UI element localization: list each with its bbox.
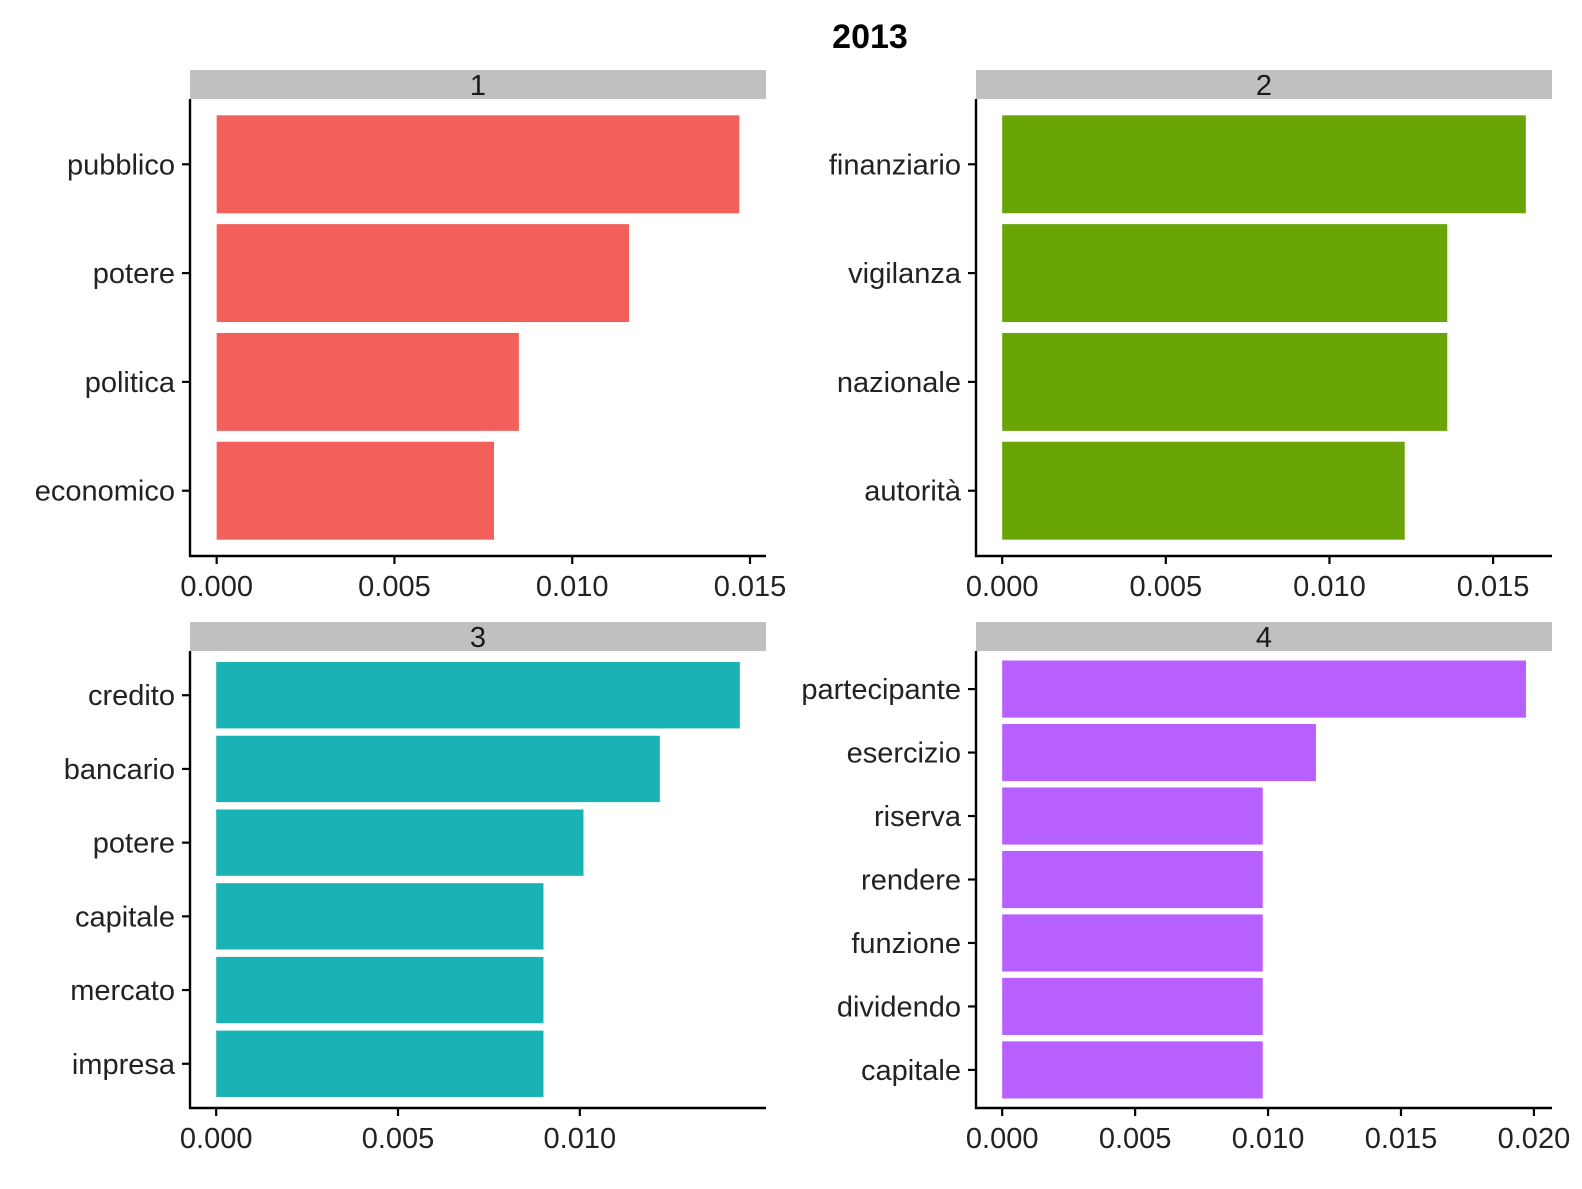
facet-panel-1: 1 pubblico potere politica economico 0.000 0.0… (35, 70, 787, 603)
x-tick-label: 0.000 (180, 1123, 253, 1155)
bar-esercizio (1002, 723, 1316, 782)
x-tick-label: 0.000 (180, 571, 253, 603)
bar-pubblico (216, 115, 740, 214)
x-tick-label: 0.010 (544, 1123, 617, 1155)
bar-potere (216, 809, 584, 876)
x-tick-label: 0.010 (1293, 571, 1366, 603)
y-tick-label: nazionale (837, 367, 961, 399)
bar-potere (216, 224, 630, 323)
chart-title: 2013 (832, 18, 908, 56)
facet-strip-label: 4 (1256, 622, 1272, 654)
y-tick-label: mercato (70, 975, 175, 1007)
x-tick-label: 0.010 (1232, 1123, 1305, 1155)
facet-strip (976, 622, 1552, 651)
bar-capitale (216, 883, 544, 950)
x-tick-label: 0.015 (1457, 571, 1530, 603)
y-tick-label: pubblico (67, 149, 175, 181)
y-tick-label: riserva (874, 801, 962, 833)
facet-strip-label: 2 (1256, 70, 1272, 102)
y-tick-label: capitale (75, 901, 175, 933)
x-tick-label: 0.000 (966, 571, 1039, 603)
y-tick-label: capitale (861, 1055, 961, 1087)
facet-strip (190, 70, 766, 99)
y-tick-label: potere (93, 258, 175, 290)
x-tick-label: 0.010 (536, 571, 609, 603)
bar-bancario (216, 735, 660, 803)
y-tick-label: impresa (72, 1049, 176, 1081)
bar-politica (216, 332, 519, 431)
bar-funzione (1002, 914, 1263, 972)
bar-capitale (1002, 1041, 1263, 1099)
y-tick-label: autorità (864, 476, 962, 508)
bar-dividendo (1002, 977, 1263, 1036)
bar-partecipante (1002, 660, 1526, 718)
y-tick-label: rendere (861, 865, 961, 897)
facet-strip-label: 3 (470, 622, 486, 654)
facet-panel-3: 3 credito bancario potere capitale mercato imp… (64, 622, 766, 1155)
x-tick-label: 0.020 (1498, 1123, 1571, 1155)
bar-riserva (1002, 787, 1263, 845)
facet-strip (976, 70, 1552, 99)
facet-strip (190, 622, 766, 651)
bar-nazionale (1002, 332, 1448, 431)
y-tick-label: finanziario (829, 149, 961, 181)
facet-panel-2: 2 finanziario vigilanza nazionale autorità 0.… (829, 70, 1552, 603)
y-tick-label: bancario (64, 754, 175, 786)
y-tick-label: vigilanza (848, 258, 962, 290)
x-tick-label: 0.000 (966, 1123, 1039, 1155)
bar-autorità (1002, 441, 1405, 540)
x-tick-label: 0.005 (1130, 571, 1203, 603)
x-tick-label: 0.005 (358, 571, 431, 603)
x-tick-label: 0.015 (1365, 1123, 1438, 1155)
y-tick-label: esercizio (847, 738, 961, 770)
y-tick-label: funzione (851, 928, 961, 960)
bar-vigilanza (1002, 224, 1448, 323)
y-tick-label: partecipante (801, 674, 961, 706)
x-tick-label: 0.015 (714, 571, 787, 603)
bar-rendere (1002, 850, 1263, 909)
y-tick-label: economico (35, 476, 175, 508)
y-tick-label: dividendo (837, 991, 961, 1023)
bar-mercato (216, 956, 544, 1024)
x-tick-label: 0.005 (362, 1123, 435, 1155)
bar-credito (216, 662, 740, 729)
y-tick-label: politica (85, 367, 176, 399)
facet-panel-4: 4 partecipante esercizio riserva rendere funz… (801, 622, 1570, 1155)
bar-economico (216, 441, 494, 540)
facet-strip-label: 1 (470, 70, 486, 102)
y-tick-label: credito (88, 680, 175, 712)
x-tick-label: 0.005 (1099, 1123, 1172, 1155)
bar-impresa (216, 1030, 544, 1097)
y-tick-label: potere (93, 828, 175, 860)
bar-finanziario (1002, 115, 1526, 214)
